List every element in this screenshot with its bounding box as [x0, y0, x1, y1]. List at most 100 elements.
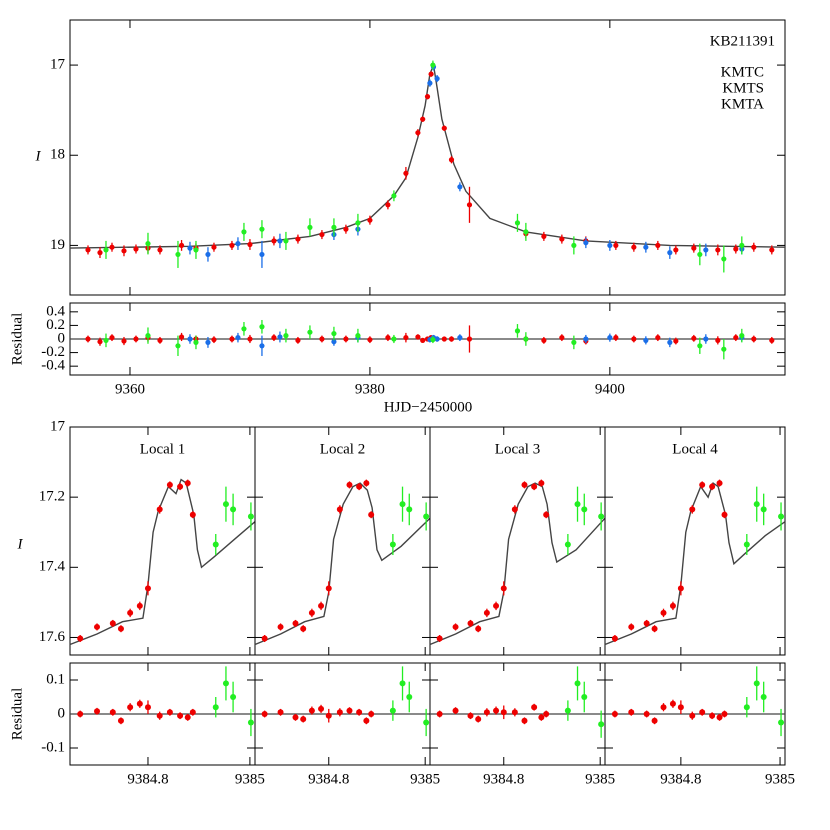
data-point [500, 709, 507, 716]
data-point [212, 704, 219, 711]
data-point [436, 635, 443, 642]
data-point [336, 506, 343, 513]
data-point [511, 709, 518, 716]
data-point [157, 247, 163, 253]
data-point [564, 541, 571, 548]
data-point [689, 712, 696, 719]
data-point [259, 251, 265, 258]
data-point [611, 711, 618, 717]
data-point [103, 247, 109, 253]
data-point [399, 501, 406, 508]
data-point [543, 511, 550, 518]
data-point [77, 635, 84, 642]
data-point [441, 336, 447, 342]
data-point [559, 335, 565, 341]
data-point [733, 246, 739, 252]
residual-label: Residual [9, 313, 25, 366]
data-point [403, 170, 409, 176]
data-point [541, 233, 547, 239]
data-point [691, 245, 697, 251]
data-point [467, 712, 474, 719]
data-point [538, 480, 545, 487]
data-point [628, 709, 635, 716]
model-curve [604, 481, 786, 646]
data-point [574, 680, 581, 687]
data-point [355, 333, 361, 339]
data-point [300, 716, 307, 723]
data-point [241, 229, 247, 235]
data-point [318, 705, 325, 712]
data-point [751, 336, 757, 342]
data-point [318, 602, 325, 609]
data-point [628, 623, 635, 630]
data-point [133, 336, 139, 342]
data-point [493, 707, 500, 714]
y-tick-label: 0.1 [46, 671, 65, 687]
data-point [295, 337, 301, 343]
x-tick-label: 9385 [410, 771, 440, 787]
data-point [631, 244, 637, 250]
data-point [97, 339, 103, 345]
panel-frame [604, 426, 786, 656]
residual-label: Residual [9, 688, 25, 741]
data-point [145, 241, 151, 247]
data-point [598, 721, 605, 728]
data-point [430, 337, 436, 343]
data-point [363, 717, 370, 724]
panel-title: Local 4 [672, 441, 718, 457]
data-point [385, 202, 391, 208]
data-point [521, 481, 528, 488]
model-curve [429, 482, 606, 646]
model-curve [69, 62, 786, 249]
x-tick-label: 9360 [115, 381, 145, 397]
data-point [77, 711, 84, 717]
data-point [230, 694, 237, 700]
data-point [753, 680, 760, 687]
data-point [523, 336, 529, 342]
data-point [475, 625, 482, 632]
data-point [144, 585, 151, 592]
data-point [343, 336, 349, 342]
data-point [715, 247, 721, 253]
data-point [127, 609, 134, 616]
data-point [292, 620, 299, 627]
data-point [778, 719, 785, 726]
data-point [643, 244, 649, 250]
data-point [699, 709, 706, 716]
y-tick-label: 17 [50, 418, 66, 434]
y-tick-label: 0.4 [46, 303, 65, 319]
legend-entry: KMTA [721, 96, 764, 112]
data-point [307, 224, 313, 230]
data-point [559, 236, 565, 242]
data-point [222, 680, 229, 687]
data-point [721, 346, 727, 352]
data-point [136, 700, 143, 707]
data-point [283, 333, 289, 339]
data-point [136, 602, 143, 609]
data-point [466, 202, 473, 208]
data-point [85, 247, 91, 253]
panel-frame [254, 426, 431, 656]
data-point [193, 339, 199, 345]
data-point [673, 338, 679, 344]
chart-title: KB211391 [710, 33, 775, 49]
data-point [655, 242, 661, 249]
data-point [660, 704, 667, 711]
panel-title: Local 1 [140, 441, 185, 457]
data-point [343, 226, 349, 232]
data-point [406, 694, 413, 700]
data-point [574, 501, 581, 508]
data-point [156, 712, 163, 719]
data-point [336, 709, 343, 716]
y-tick-label: 0 [58, 705, 66, 721]
model-curve [69, 478, 256, 646]
data-point [235, 241, 241, 247]
data-point [308, 609, 315, 616]
x-tick-label: 9400 [595, 381, 625, 397]
data-point [434, 336, 440, 342]
data-point [109, 335, 115, 341]
y-tick-label: -0.4 [41, 358, 65, 374]
data-point [743, 704, 750, 711]
data-point [543, 711, 550, 717]
data-point [367, 337, 373, 343]
